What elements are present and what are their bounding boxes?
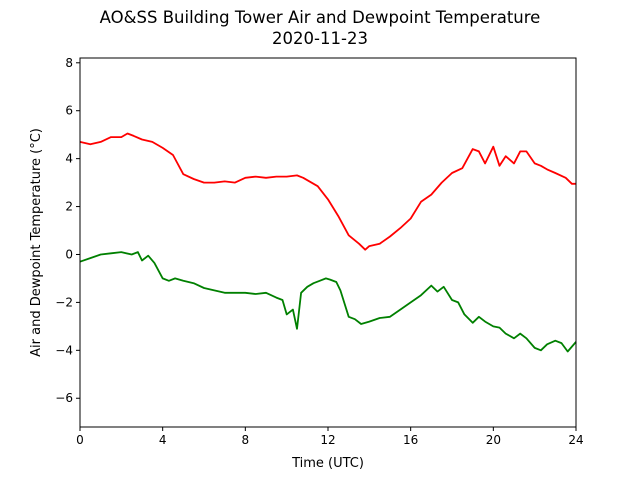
y-tick-label: 6 xyxy=(65,104,73,118)
x-tick-label: 20 xyxy=(486,433,501,447)
y-tick-label: 8 xyxy=(65,56,73,70)
chart-subtitle: 2020-11-23 xyxy=(272,29,368,48)
y-axis-label: Air and Dewpoint Temperature (°C) xyxy=(29,128,44,357)
dewpoint-temperature-line xyxy=(79,251,577,353)
x-axis-label: Time (UTC) xyxy=(291,456,364,471)
y-tick-label: 2 xyxy=(65,200,73,214)
x-tick-label: 24 xyxy=(568,433,583,447)
y-tick-label: 4 xyxy=(65,152,73,166)
air-temperature-line xyxy=(79,132,576,251)
y-tick-label: 0 xyxy=(65,247,73,261)
x-tick-label: 16 xyxy=(403,433,418,447)
plot-frame xyxy=(79,57,577,428)
x-tick-label: 8 xyxy=(242,433,250,447)
x-tick-label: 4 xyxy=(159,433,167,447)
y-tick-label: −2 xyxy=(55,295,73,309)
x-tick-label: 12 xyxy=(320,433,335,447)
y-tick-label: −6 xyxy=(55,391,73,405)
y-tick-label: −4 xyxy=(55,343,73,357)
x-tick-label: 0 xyxy=(76,433,84,447)
series-layer xyxy=(79,132,577,353)
chart-title: AO&SS Building Tower Air and Dewpoint Te… xyxy=(99,8,541,27)
